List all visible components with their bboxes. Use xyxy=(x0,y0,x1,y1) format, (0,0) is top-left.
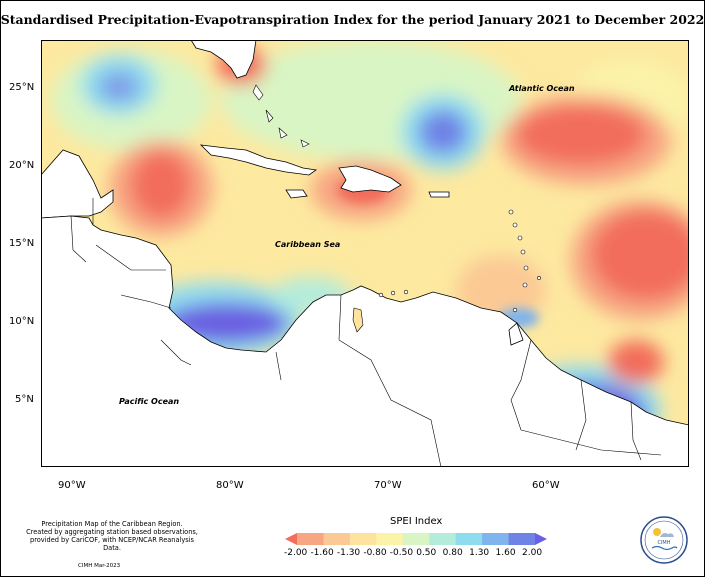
border-honduras xyxy=(95,244,166,271)
legend-title: SPEI Index xyxy=(390,516,443,527)
wave-icon xyxy=(651,545,678,551)
spei-zone-dry-atlantic-core xyxy=(516,105,646,165)
legend-arrow-low xyxy=(285,533,297,545)
island-antilles-2 xyxy=(512,222,518,228)
source-note: Precipitation Map of the Caribbean Regio… xyxy=(22,520,202,552)
land-guyana-coast xyxy=(508,322,524,346)
legend-swatch xyxy=(429,533,457,545)
border-costa-rica xyxy=(160,339,192,366)
legend-swatch xyxy=(482,533,510,545)
land-cuba xyxy=(199,144,318,176)
land-florida xyxy=(190,40,257,79)
island-antilles-3 xyxy=(517,235,523,241)
legend-tick-label: 2.00 xyxy=(522,548,543,558)
lon-label-90w: 90°W xyxy=(58,480,86,491)
label-caribbean-sea: Caribbean Sea xyxy=(275,240,340,249)
label-pacific-ocean: Pacific Ocean xyxy=(119,397,179,406)
legend-swatch xyxy=(323,533,351,545)
lat-label-25n: 25°N xyxy=(9,82,35,93)
island-bahamas-1 xyxy=(252,84,264,101)
lat-label-10n: 10°N xyxy=(9,316,35,327)
legend-tick-label: 1.30 xyxy=(469,548,490,558)
border-brazil xyxy=(520,429,662,456)
island-bahamas-3 xyxy=(278,127,288,139)
legend-swatch xyxy=(508,533,536,545)
lat-label-15n: 15°N xyxy=(9,238,35,249)
legend-tick-label: -0.50 xyxy=(389,548,414,558)
island-antilles-1 xyxy=(508,209,514,215)
island-bahamas-2 xyxy=(265,109,274,123)
spei-zone-dry-yucatan-core xyxy=(131,151,191,219)
legend-swatch xyxy=(349,533,377,545)
island-antilles-6 xyxy=(522,282,528,288)
legend-tick-label: 0.50 xyxy=(416,548,437,558)
land-jamaica xyxy=(285,189,308,199)
map-title: Standardised Precipitation-Evapotranspir… xyxy=(0,12,705,27)
border-panama-colombia xyxy=(275,351,282,381)
lon-label-70w: 70°W xyxy=(374,480,402,491)
spei-zone-dry-guiana-coast xyxy=(608,340,664,384)
land-hispaniola xyxy=(338,165,402,193)
lon-label-80w: 80°W xyxy=(216,480,244,491)
cimh-logo: CIMH xyxy=(640,516,688,564)
island-abc-1 xyxy=(378,292,384,298)
lat-label-5n: 5°N xyxy=(15,394,34,405)
credit-text: CIMH Mar-2023 xyxy=(78,563,121,569)
spei-zone-wet-atlantic-core xyxy=(419,110,467,154)
map-border xyxy=(41,40,689,467)
legend-tick-label: -1.60 xyxy=(310,548,334,558)
legend-swatch xyxy=(402,533,430,545)
legend-tick-label: -0.80 xyxy=(363,548,387,558)
border-guatemala xyxy=(70,215,87,263)
legend-arrow-high xyxy=(535,533,547,545)
island-antilles-4 xyxy=(520,249,526,255)
legend-tick-label: 0.80 xyxy=(442,548,463,558)
island-abc-3 xyxy=(403,289,409,295)
spei-zone-dry-east-core xyxy=(591,210,689,300)
island-abc-2 xyxy=(390,290,396,296)
island-antilles-5 xyxy=(523,265,529,271)
lake-maracaibo xyxy=(352,307,364,333)
land-puerto-rico xyxy=(428,191,450,198)
border-colombia-venezuela xyxy=(338,294,442,467)
source-line-1: Precipitation Map of the Caribbean Regio… xyxy=(41,520,183,528)
spei-map: Atlantic Ocean Caribbean Sea Pacific Oce… xyxy=(41,40,689,467)
border-venezuela-guyana xyxy=(510,339,532,431)
land-central-america xyxy=(41,215,689,467)
legend-tick-label: 1.60 xyxy=(495,548,516,558)
legend-swatch xyxy=(376,533,404,545)
legend-tick-label: -2.00 xyxy=(284,548,308,558)
source-line-2: Created by aggregating station based obs… xyxy=(26,528,198,536)
lat-label-20n: 20°N xyxy=(9,160,35,171)
border-guyana-suriname xyxy=(575,379,587,451)
legend-swatch xyxy=(455,533,483,545)
island-barbados xyxy=(537,276,541,280)
legend-swatch xyxy=(297,533,324,545)
logo-text: CIMH xyxy=(657,540,670,546)
island-tobago xyxy=(512,307,518,313)
label-atlantic-ocean: Atlantic Ocean xyxy=(508,84,575,93)
cloud-icon xyxy=(660,533,674,537)
sun-icon xyxy=(653,528,661,536)
spei-zone-wet-north-west-core xyxy=(99,72,139,102)
legend-tick-label: -1.30 xyxy=(336,548,361,558)
island-bahamas-4 xyxy=(300,139,310,148)
border-nicaragua xyxy=(120,294,172,309)
spei-legend xyxy=(285,533,547,545)
source-line-3: provided by CariCOF, with NCEP/NCAR Rean… xyxy=(30,536,194,552)
lon-label-60w: 60°W xyxy=(532,480,560,491)
